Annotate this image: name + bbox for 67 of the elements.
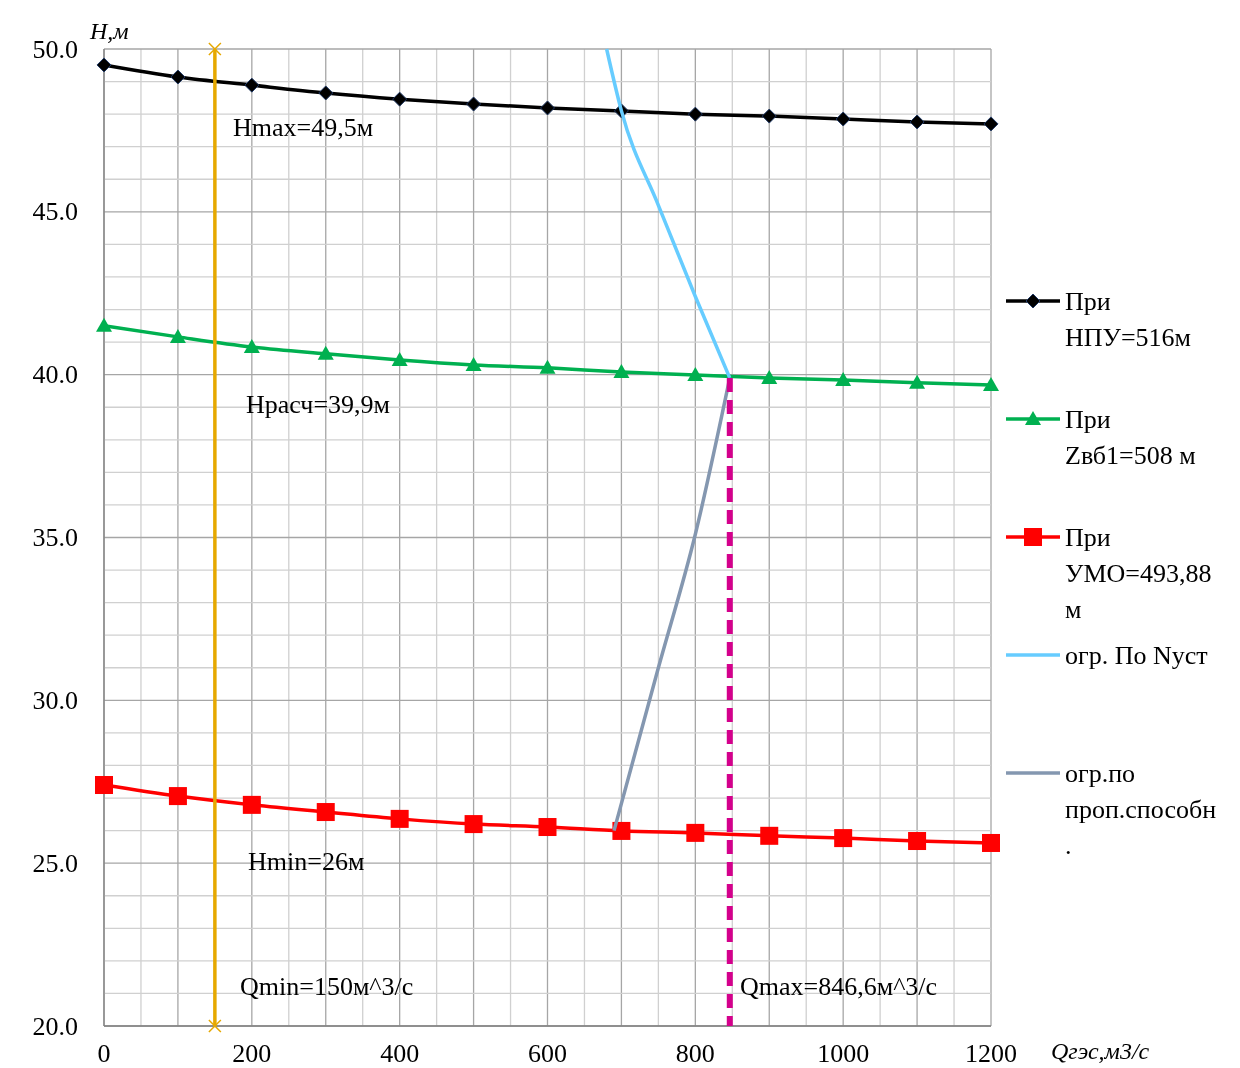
point xyxy=(983,377,999,392)
point xyxy=(208,42,222,56)
x-tick-label: 400 xyxy=(380,1039,420,1068)
point xyxy=(835,111,851,127)
point xyxy=(392,91,408,107)
point xyxy=(243,338,260,353)
point xyxy=(909,114,925,130)
x-tick-label: 1000 xyxy=(817,1039,870,1068)
point xyxy=(169,328,186,343)
point xyxy=(983,116,999,132)
point xyxy=(686,823,705,842)
point xyxy=(390,809,409,828)
y-tick-label: 50.0 xyxy=(32,34,78,64)
y-tick-label: 30.0 xyxy=(32,685,78,715)
point xyxy=(687,366,704,381)
x-tick-label: 800 xyxy=(675,1039,715,1068)
point xyxy=(760,826,779,845)
point xyxy=(466,96,482,112)
point xyxy=(96,57,112,73)
point xyxy=(244,77,260,93)
point xyxy=(208,1019,222,1033)
annotation: Hmin=26м xyxy=(248,847,365,876)
point xyxy=(316,803,335,822)
x-tick-label: 1200 xyxy=(965,1039,1017,1068)
point xyxy=(687,106,703,122)
point xyxy=(835,371,852,386)
point xyxy=(908,832,927,851)
point xyxy=(613,364,630,379)
legend-label: При НПУ=516м xyxy=(1065,287,1192,352)
point xyxy=(318,85,334,101)
point xyxy=(761,108,777,124)
y-tick-label: 20.0 xyxy=(32,1011,78,1041)
y-axis-title: H,м xyxy=(89,18,129,44)
point xyxy=(317,345,334,360)
y-tick-label: 45.0 xyxy=(32,197,78,227)
annotation: Hрасч=39,9м xyxy=(246,390,391,419)
annotation: Qmax=846,6м^3/с xyxy=(740,972,938,1001)
legend-label: При Zвб1=508 м xyxy=(1065,405,1196,470)
point xyxy=(168,787,187,806)
point xyxy=(242,795,261,814)
point xyxy=(909,374,926,389)
point xyxy=(96,317,112,332)
point xyxy=(95,776,113,795)
point xyxy=(391,352,408,367)
point xyxy=(538,818,557,837)
y-tick-label: 35.0 xyxy=(32,523,78,552)
y-tick-label: 25.0 xyxy=(32,848,78,878)
point xyxy=(539,359,556,374)
legend-label: При УМО=493,88 м xyxy=(1065,523,1212,624)
point xyxy=(465,356,482,371)
annotation: Hmax=49,5м xyxy=(233,113,374,142)
x-tick-label: 0 xyxy=(97,1039,111,1068)
legend-label: огр. По Nуст xyxy=(1065,641,1208,670)
annotation: Qmin=150м^3/с xyxy=(240,972,414,1001)
x-tick-label: 200 xyxy=(232,1039,272,1068)
point xyxy=(982,833,1000,852)
point xyxy=(761,369,778,384)
line-series xyxy=(604,47,732,380)
y-tick-label: 40.0 xyxy=(32,360,78,390)
point xyxy=(612,821,631,840)
x-axis-title: Qгэс,м3/с xyxy=(1051,1038,1150,1064)
point xyxy=(834,829,853,848)
point xyxy=(170,69,186,85)
point xyxy=(540,100,555,116)
point xyxy=(464,815,483,834)
x-tick-label: 600 xyxy=(528,1039,567,1068)
legend-label: огр.по проп.способн. xyxy=(1065,759,1217,860)
